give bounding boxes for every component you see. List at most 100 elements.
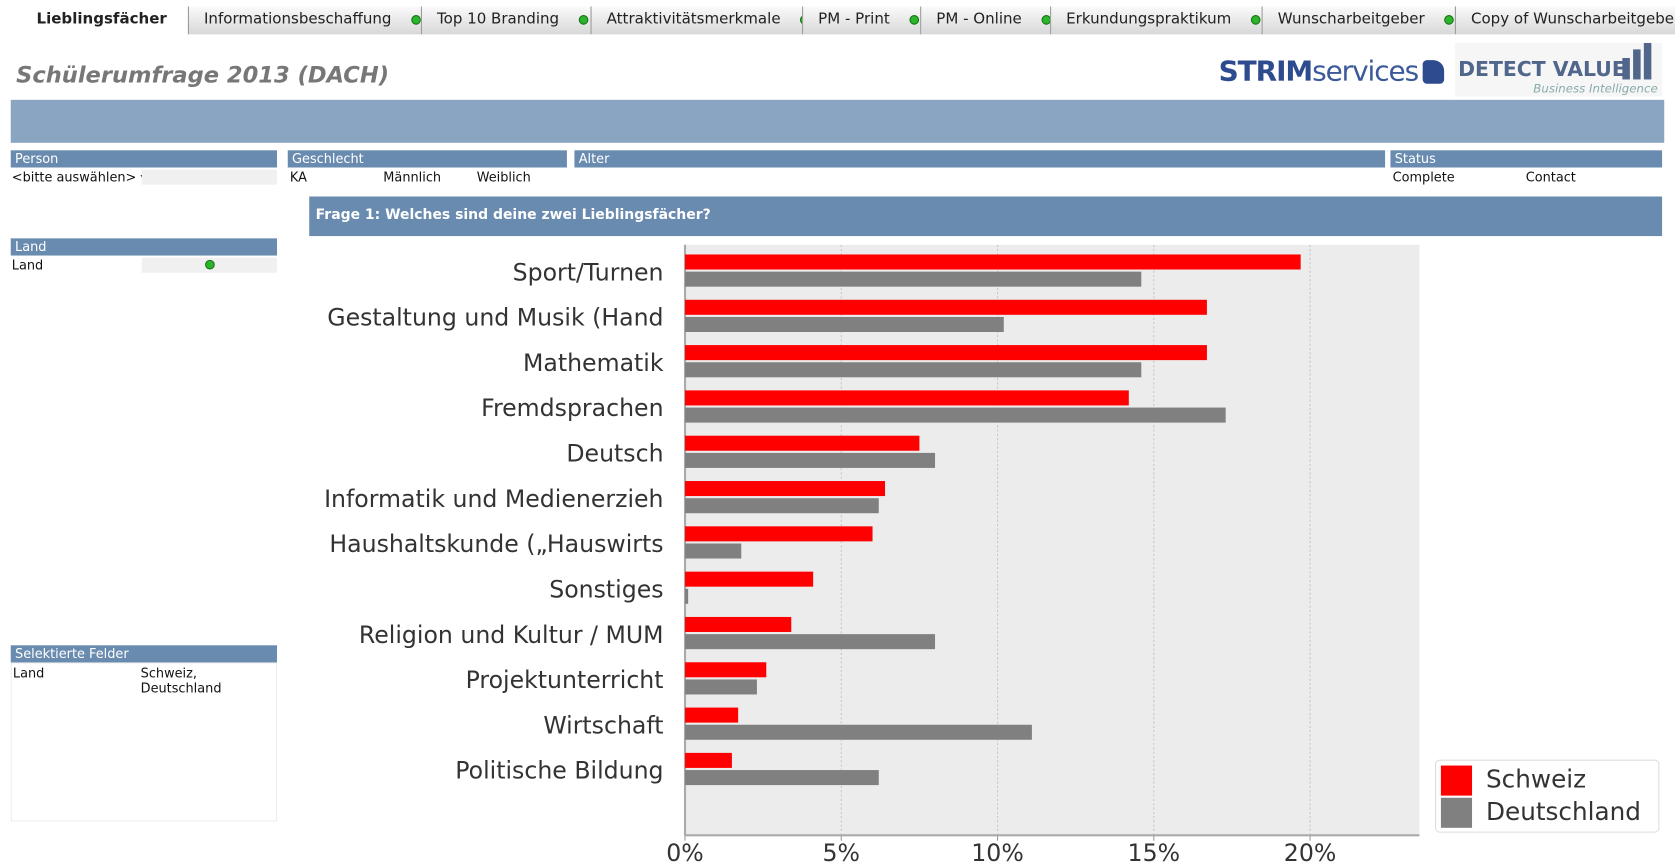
dropdown-value: Land (11, 257, 44, 273)
tab[interactable]: PM - Online (920, 6, 1051, 35)
bar (685, 616, 792, 632)
dropdown[interactable]: Land (11, 257, 141, 273)
tab-label: PM - Print (818, 10, 890, 28)
tab[interactable]: PM - Print (802, 6, 921, 35)
selected-value: Schweiz, Deutschland (140, 665, 222, 696)
tab-label: Lieblingsfächer (36, 10, 167, 28)
y-tick-label: Politische Bildung (455, 757, 663, 785)
filter-option[interactable]: Männlich (383, 169, 442, 185)
tab-label: Wunscharbeitgeber (1277, 10, 1425, 28)
bar (685, 679, 757, 695)
bar (685, 299, 1207, 315)
logo-detect: DETECT VALUE Business Intelligence (1454, 42, 1663, 97)
status-dot (1250, 14, 1261, 25)
dropdown-value: <bitte auswählen> (11, 169, 137, 185)
y-tick-label: Projektunterricht (466, 666, 664, 694)
legend-box (1434, 759, 1660, 833)
filter-bg (141, 169, 278, 185)
page-title: Schülerumfrage 2013 (DACH) (16, 62, 390, 89)
status-dot (410, 14, 421, 25)
filter-option[interactable]: Complete (1392, 169, 1455, 185)
x-tick-label: 5% (823, 839, 860, 867)
bar (685, 435, 920, 451)
bar (685, 634, 936, 650)
logo-bar (1643, 42, 1652, 80)
filter-option[interactable]: KA (289, 169, 307, 185)
tab[interactable]: Informationsbeschaffung (187, 6, 421, 35)
filter-title: Land (10, 238, 278, 256)
selected-title: Selektierte Felder (10, 645, 278, 663)
filter-title: Geschlecht (287, 150, 567, 168)
y-tick-label: Gestaltung und Musik (Hand (327, 304, 663, 332)
bar (685, 571, 814, 587)
x-tick-label: 0% (666, 839, 703, 867)
legend-swatch (1440, 797, 1473, 828)
x-tick-label: 20% (1284, 839, 1336, 867)
bar (685, 588, 689, 604)
tab[interactable]: Attraktivitätsmerkmale (590, 6, 803, 35)
logo-detect-sub: Business Intelligence (1533, 81, 1658, 96)
status-dot (1041, 14, 1051, 25)
status-dot (799, 14, 803, 25)
chart-header: Frage 1: Welches sind deine zwei Lieblin… (309, 196, 1663, 237)
bar (685, 407, 1226, 423)
bar (685, 770, 879, 786)
y-tick-label: Mathematik (523, 349, 664, 377)
legend-label: Deutschland (1486, 797, 1641, 826)
chart-title: Frage 1: Welches sind deine zwei Lieblin… (315, 207, 711, 224)
logo-detect-text: DETECT VALUE (1458, 57, 1626, 82)
status-dot (205, 259, 215, 270)
legend-label: Schweiz (1486, 765, 1586, 794)
status-dot (578, 14, 589, 25)
bar (685, 452, 936, 468)
banner (10, 99, 1665, 143)
y-tick-label: Religion und Kultur / MUM (359, 621, 664, 649)
y-tick-label: Deutsch (566, 440, 663, 468)
tab-label: Copy of Wunscharbeitgeber (1470, 10, 1675, 28)
status-dot (909, 14, 919, 25)
tab[interactable]: Lieblingsfächer (10, 6, 188, 35)
x-tick-label: 10% (971, 839, 1023, 867)
y-tick-label: Sonstiges (549, 575, 663, 603)
tab-bar: Lieblingsfächer Informationsbeschaffung To… (0, 0, 1675, 35)
logo-bar (1622, 57, 1630, 80)
bar (685, 254, 1301, 270)
status-dot (1444, 14, 1454, 25)
filter-title: Person (10, 150, 278, 168)
bar (685, 662, 767, 678)
y-tick-label: Informatik und Medienerzieh (324, 485, 663, 513)
y-tick-label: Sport/Turnen (513, 258, 664, 286)
filter-title: Alter (574, 150, 1386, 168)
selected-field: Land (12, 665, 45, 681)
bar (685, 526, 873, 542)
filter-option[interactable]: Contact (1525, 169, 1576, 185)
logo-strim-a: STRIM (1218, 55, 1314, 89)
tab[interactable]: Top 10 Branding (420, 6, 591, 35)
bar (685, 724, 1032, 740)
bar (685, 481, 886, 497)
tab[interactable]: Erkundungspraktikum (1050, 6, 1262, 35)
logo-icon (1422, 60, 1444, 84)
y-tick-label: Haushaltskunde („Hauswirts (329, 530, 663, 558)
tab-label: Attraktivitätsmerkmale (606, 10, 781, 28)
y-tick-label: Fremdsprachen (481, 394, 663, 422)
logo-strim: STRIMservices (1219, 56, 1444, 88)
tab-label: PM - Online (936, 10, 1022, 28)
tab-label: Erkundungspraktikum (1066, 10, 1232, 28)
selected-box (10, 662, 278, 822)
tab-label: Informationsbeschaffung (204, 10, 392, 28)
bar (685, 345, 1207, 361)
logo-bar (1633, 49, 1641, 80)
x-tick-label: 15% (1128, 839, 1180, 867)
bar (685, 498, 879, 514)
tab[interactable]: Wunscharbeitgeber (1261, 6, 1455, 35)
filter-title: Status (1390, 150, 1663, 168)
bar (685, 543, 742, 559)
filter-option[interactable]: Weiblich (476, 169, 531, 185)
tab[interactable]: Copy of Wunscharbeitgeber (1454, 6, 1675, 35)
legend-swatch (1440, 765, 1473, 796)
y-tick-label: Wirtschaft (543, 711, 663, 739)
bar (685, 362, 1142, 378)
logo-strim-b: services (1312, 55, 1419, 89)
